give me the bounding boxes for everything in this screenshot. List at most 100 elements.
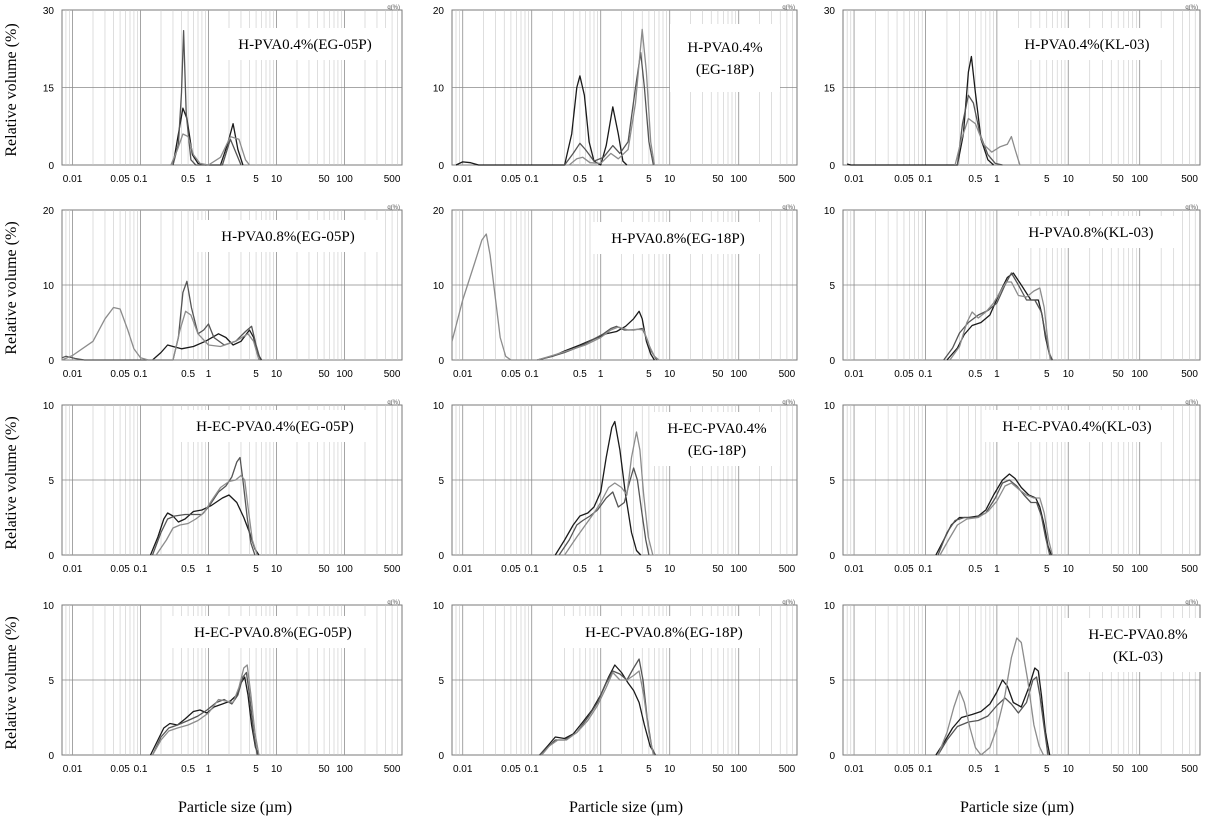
y-tick-label: 20 — [43, 206, 55, 217]
x-tick-label: 500 — [384, 564, 401, 575]
x-tick-label: 10 — [664, 369, 676, 380]
right-axis-unit: q(%) — [387, 5, 400, 11]
x-tick-label: 0.01 — [63, 369, 83, 380]
panel-11: 0.01 0.05 0.1 0.5 1 5 10 50 100 500 0 5 10 q(%) H-EC-P… — [433, 600, 798, 775]
x-tick-label: 500 — [779, 564, 796, 575]
right-axis-unit: q(%) — [1185, 205, 1198, 211]
x-tick-label: 1 — [994, 564, 1000, 575]
y-tick-label: 0 — [48, 161, 54, 172]
y-tick-label: 10 — [43, 601, 55, 612]
x-tick-label: 500 — [779, 369, 796, 380]
x-tick-label: 1 — [206, 369, 212, 380]
x-tick-label: 0.1 — [919, 174, 933, 185]
series-line-2 — [151, 671, 258, 756]
x-tick-label: 50 — [1113, 564, 1125, 575]
panel-12: 0.01 0.05 0.1 0.5 1 5 10 50 100 500 0 5 10 q(%) H-EC-P… — [824, 600, 1205, 775]
panel-title-box — [592, 222, 764, 254]
series-line-2 — [172, 30, 242, 166]
x-tick-label: 1 — [598, 564, 604, 575]
x-tick-label: 10 — [1063, 174, 1075, 185]
x-tick-label: 10 — [271, 564, 283, 575]
x-tick-label: 10 — [1063, 369, 1075, 380]
x-tick-label: 5 — [253, 764, 259, 775]
x-tick-label: 0.1 — [525, 564, 539, 575]
x-tick-label: 100 — [1131, 764, 1148, 775]
panel-title-box — [1010, 28, 1164, 60]
x-tick-label: 0.01 — [63, 764, 83, 775]
x-tick-label: 0.5 — [968, 369, 982, 380]
y-tick-label: 10 — [824, 206, 836, 217]
x-tick-label: 0.1 — [134, 369, 148, 380]
series-line-1 — [455, 75, 628, 166]
y-tick-label: 30 — [43, 6, 55, 17]
panel-4: 0.01 0.05 0.1 0.5 1 5 10 50 100 500 0 10 20 q(%) H-PVA… — [43, 205, 403, 380]
x-tick-label: 0.05 — [110, 369, 130, 380]
series-line-1 — [554, 420, 642, 556]
series-line-1 — [539, 664, 656, 756]
x-tick-label: 0.5 — [573, 369, 587, 380]
x-tick-label: 10 — [271, 764, 283, 775]
x-tick-label: 500 — [1181, 764, 1198, 775]
series-line-1 — [935, 473, 1053, 556]
panel-7: 0.01 0.05 0.1 0.5 1 5 10 50 100 500 0 5 10 q(%) H-EC-P… — [43, 400, 403, 575]
x-tick-label: 5 — [1044, 764, 1050, 775]
x-tick-label: 10 — [664, 564, 676, 575]
x-tick-label: 0.5 — [968, 764, 982, 775]
series-line-3 — [155, 474, 258, 556]
y-tick-label: 10 — [433, 601, 445, 612]
x-tick-label: 1 — [598, 764, 604, 775]
x-tick-label: 0.05 — [894, 564, 914, 575]
panel-title: H-EC-PVA0.4%(KL-03) — [1002, 419, 1151, 435]
x-tick-label: 5 — [646, 764, 652, 775]
y-axis-label-row-4: Relative volume (%) — [3, 616, 20, 749]
x-tick-label: 50 — [319, 764, 331, 775]
y-tick-label: 10 — [824, 601, 836, 612]
x-tick-label: 50 — [712, 764, 724, 775]
x-tick-label: 50 — [1113, 174, 1125, 185]
x-axis-label-col-3: Particle size (µm) — [960, 799, 1074, 816]
x-tick-label: 0.1 — [919, 564, 933, 575]
y-tick-label: 5 — [829, 476, 835, 487]
right-axis-unit: q(%) — [387, 600, 400, 606]
x-tick-label: 0.5 — [181, 369, 195, 380]
y-tick-label: 10 — [433, 84, 445, 95]
x-tick-label: 50 — [712, 564, 724, 575]
x-tick-label: 0.05 — [501, 369, 521, 380]
x-tick-label: 50 — [712, 369, 724, 380]
y-tick-label: 0 — [438, 751, 444, 762]
y-tick-label: 5 — [48, 476, 54, 487]
y-tick-label: 0 — [829, 161, 835, 172]
x-tick-label: 0.1 — [134, 764, 148, 775]
series-line-3 — [939, 482, 1054, 556]
x-tick-label: 0.05 — [110, 174, 130, 185]
series-line-3 — [937, 637, 1045, 756]
y-tick-label: 0 — [829, 356, 835, 367]
x-tick-label: 10 — [1063, 764, 1075, 775]
x-tick-label: 0.05 — [894, 764, 914, 775]
panel-2: 0.01 0.05 0.1 0.5 1 5 10 50 100 500 0 10 20 q(%) H-PVA… — [433, 5, 798, 185]
panel-title: H-EC-PVA0.4%(EG-05P) — [196, 419, 354, 435]
x-tick-label: 50 — [319, 174, 331, 185]
right-axis-unit: q(%) — [782, 400, 795, 406]
y-axis-label-row-3: Relative volume (%) — [3, 416, 20, 549]
series-line-2 — [956, 94, 1003, 166]
x-tick-label: 5 — [253, 174, 259, 185]
y-tick-label: 0 — [829, 751, 835, 762]
x-tick-label: 100 — [730, 564, 747, 575]
x-tick-label: 1 — [206, 564, 212, 575]
series-line-3 — [568, 28, 656, 166]
panel-10: 0.01 0.05 0.1 0.5 1 5 10 50 100 500 0 5 10 q(%) H-EC-P… — [43, 600, 403, 775]
panel-title: H-PVA0.8%(KL-03) — [1028, 225, 1153, 241]
y-axis-label-row-2: Relative volume (%) — [3, 221, 20, 354]
right-axis-unit: q(%) — [1185, 600, 1198, 606]
x-tick-label: 100 — [730, 369, 747, 380]
x-tick-label: 0.1 — [525, 764, 539, 775]
x-tick-label: 100 — [730, 174, 747, 185]
series-line-3 — [564, 431, 654, 556]
x-axis-label-col-2: Particle size (µm) — [569, 799, 683, 816]
series-line-2 — [151, 456, 256, 556]
panel-title-box — [560, 616, 768, 648]
y-tick-label: 0 — [48, 356, 54, 367]
